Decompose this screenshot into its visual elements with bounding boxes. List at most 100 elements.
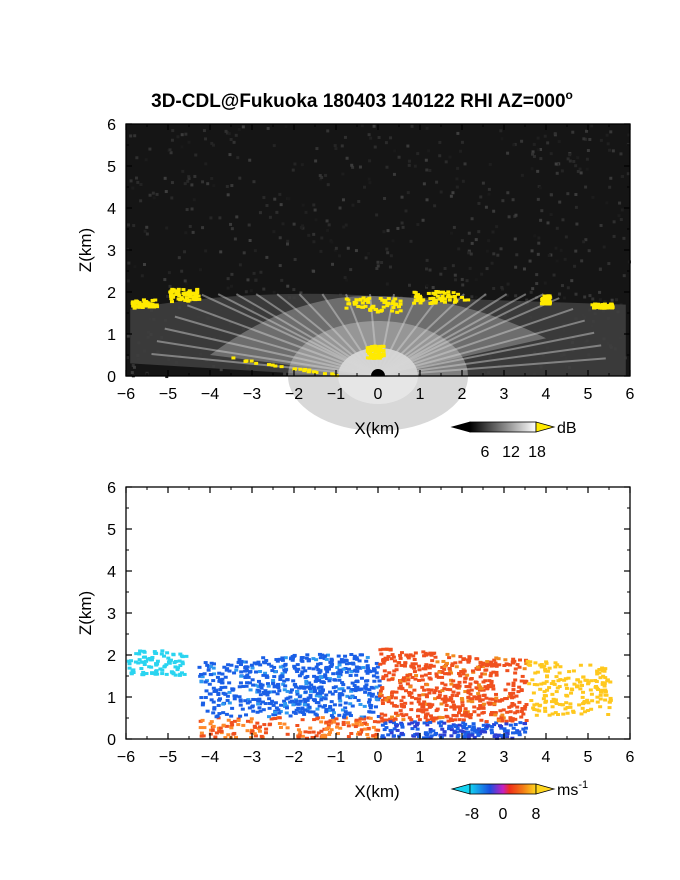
noise-speck [480,272,484,276]
velocity-pixel [490,697,495,701]
cloud-pixel [188,294,193,298]
velocity-pixel [276,708,281,712]
velocity-pixel [300,718,305,722]
velocity-pixel [263,702,268,706]
velocity-pixel [381,675,386,679]
velocity-pixel [205,663,210,667]
velocity-pixel [549,682,554,686]
velocity-pixel [421,705,426,709]
noise-speck [386,229,390,233]
velocity-pixel [354,656,359,660]
velocity-pixel [374,697,379,701]
velocity-pixel [327,708,332,712]
velocity-pixel [598,697,603,701]
velocity-pixel [303,730,308,734]
velocity-pixel [557,702,562,706]
noise-speck [438,140,442,144]
y-tick-label: 0 [107,369,116,386]
velocity-pixel [458,708,463,712]
noise-speck [599,223,603,227]
cloud-pixel [394,302,399,306]
noise-speck [139,183,143,187]
velocity-pixel [350,681,355,685]
noise-speck [451,264,455,268]
velocity-pixel [259,686,264,690]
velocity-pixel [207,692,212,696]
velocity-pixel [451,654,456,658]
velocity-pixel [538,687,543,691]
velocity-pixel [563,677,568,681]
velocity-pixel [258,663,263,667]
velocity-pixel [499,725,504,729]
velocity-pixel [293,702,298,706]
velocity-pixel [273,701,278,705]
noise-speck [553,132,557,136]
velocity-pixel [330,692,335,696]
velocity-pixel [234,665,239,669]
noise-speck [574,164,578,168]
velocity-pixel [330,662,335,666]
velocity-pixel [389,657,394,661]
colorbar-bar [469,783,537,795]
velocity-pixel [336,675,341,679]
cloud-pixel [154,303,159,307]
velocity-pixel [447,667,452,671]
noise-speck [333,144,337,148]
noise-speck [268,215,272,219]
velocity-pixel [318,694,323,698]
velocity-pixel [363,685,368,689]
velocity-pixel [399,651,404,655]
velocity-pixel [564,701,569,705]
noise-speck [609,130,613,134]
velocity-pixel [456,711,461,715]
velocity-pixel [578,663,583,667]
velocity-pixel [479,718,484,722]
velocity-pixel [251,697,256,701]
velocity-pixel [335,722,340,726]
velocity-pixel [161,654,166,658]
cloud-pixel [314,370,319,374]
noise-speck [236,156,240,160]
velocity-pixel [449,705,454,709]
velocity-pixel [137,652,142,656]
velocity-pixel [429,688,434,692]
noise-speck [558,292,562,296]
velocity-pixel [335,725,340,729]
velocity-pixel [250,704,255,708]
velocity-pixel [171,671,176,675]
velocity-pixel [422,688,427,692]
velocity-pixel [272,684,277,688]
cloud-pixel [413,298,418,302]
velocity-pixel [282,722,287,726]
noise-speck [457,247,461,251]
noise-speck [574,205,578,209]
velocity-pixel [361,666,366,670]
noise-speck [333,248,337,252]
cloud-pixel [186,293,191,297]
velocity-pixel [398,684,403,688]
noise-speck [344,223,348,227]
velocity-pixel [363,727,368,731]
velocity-pixel [502,727,507,731]
noise-speck [133,265,137,269]
noise-speck [168,148,172,152]
noise-speck [532,154,536,158]
cloud-pixel [547,300,552,304]
velocity-pixel [298,730,303,734]
backscatter-signal [130,293,626,431]
velocity-pixel [354,673,359,677]
velocity-pixel [599,690,604,694]
velocity-pixel [510,696,515,700]
velocity-pixel [232,719,237,723]
beam-ray [377,293,396,377]
backscatter-colorbar-tick: 18 [528,444,546,461]
velocity-pixel [416,708,421,712]
velocity-pixel [278,665,283,669]
velocity-pixel [232,671,237,675]
cloud-pixel [398,309,403,313]
noise-speck [242,251,246,255]
cloud-pixel [170,290,175,294]
velocity-pixel [353,668,358,672]
velocity-pixel [447,727,452,731]
velocity-pixel [435,660,440,664]
